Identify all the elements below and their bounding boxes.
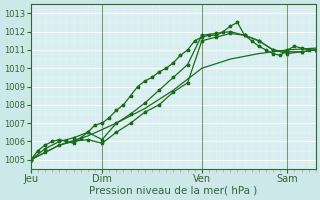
- X-axis label: Pression niveau de la mer( hPa ): Pression niveau de la mer( hPa ): [89, 186, 258, 196]
